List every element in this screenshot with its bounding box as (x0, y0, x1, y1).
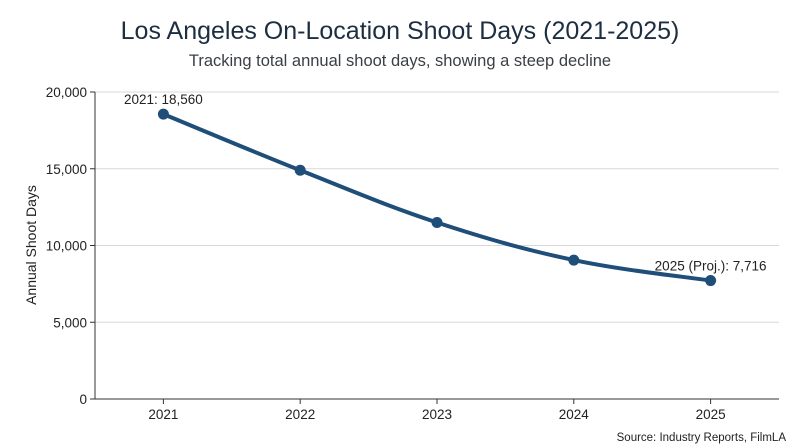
y-axis-label: Annual Shoot Days (23, 185, 39, 305)
x-tick-label: 2024 (559, 407, 590, 422)
y-tick-label: 10,000 (46, 239, 87, 254)
y-tick-label: 5,000 (53, 315, 87, 330)
data-point (431, 216, 443, 228)
gridlines (95, 91, 779, 323)
data-point (568, 254, 580, 266)
x-tick-label: 2023 (422, 407, 452, 422)
axes (90, 91, 779, 404)
chart-subtitle: Tracking total annual shoot days, showin… (189, 52, 611, 70)
series-line (161, 112, 713, 283)
data-point (294, 164, 306, 176)
data-series (157, 108, 717, 287)
source-note: Source: Industry Reports, FilmLA (617, 432, 787, 444)
data-point (157, 108, 169, 120)
y-tick-label: 15,000 (46, 162, 87, 177)
annotations: 2021: 18,560 2025 (Proj.): 7,716 (124, 92, 767, 273)
data-annotation: 2025 (Proj.): 7,716 (655, 259, 767, 274)
x-tick-label: 2025 (696, 407, 726, 422)
data-point (705, 275, 717, 287)
x-tick-label: 2021 (148, 407, 178, 422)
y-tick-label: 20,000 (46, 85, 87, 100)
x-tick-label: 2022 (285, 407, 315, 422)
chart-title: Los Angeles On-Location Shoot Days (2021… (121, 17, 680, 45)
y-tick-labels: 0 5,000 10,000 15,000 20,000 (46, 85, 87, 407)
x-tick-labels: 2021 2022 2023 2024 2025 (148, 407, 725, 422)
y-tick-label: 0 (79, 392, 87, 407)
data-annotation: 2021: 18,560 (124, 92, 203, 107)
